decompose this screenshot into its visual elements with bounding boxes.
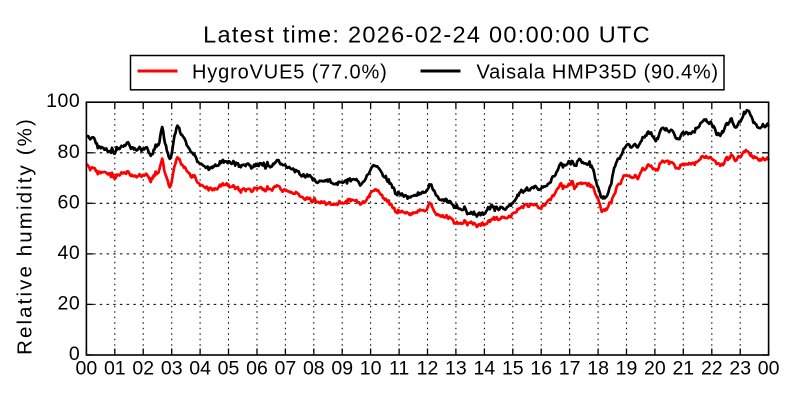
svg-text:60: 60	[57, 191, 80, 213]
svg-text:10: 10	[360, 358, 382, 380]
svg-text:21: 21	[672, 358, 694, 380]
svg-text:12: 12	[417, 358, 439, 380]
svg-text:19: 19	[616, 358, 638, 380]
svg-text:05: 05	[218, 358, 240, 380]
svg-text:40: 40	[57, 242, 80, 264]
svg-text:0: 0	[69, 343, 80, 365]
svg-text:15: 15	[502, 358, 524, 380]
svg-text:00: 00	[76, 358, 98, 380]
svg-text:01: 01	[104, 358, 126, 380]
svg-text:80: 80	[57, 141, 80, 163]
svg-text:Relative humidity (%): Relative humidity (%)	[14, 117, 37, 355]
svg-text:20: 20	[57, 292, 80, 314]
svg-text:100: 100	[46, 90, 80, 112]
svg-text:00: 00	[758, 358, 780, 380]
svg-text:23: 23	[729, 358, 751, 380]
svg-text:18: 18	[587, 358, 609, 380]
svg-text:16: 16	[530, 358, 552, 380]
svg-text:22: 22	[701, 358, 723, 380]
svg-text:20: 20	[644, 358, 666, 380]
svg-text:17: 17	[559, 358, 581, 380]
svg-text:Latest time: 2026-02-24 00:00:: Latest time: 2026-02-24 00:00:00 UTC	[203, 22, 651, 48]
svg-text:14: 14	[474, 358, 496, 380]
svg-text:06: 06	[246, 358, 268, 380]
svg-text:11: 11	[389, 358, 409, 380]
svg-text:04: 04	[189, 358, 211, 380]
svg-text:09: 09	[331, 358, 353, 380]
svg-text:07: 07	[275, 358, 297, 380]
svg-text:08: 08	[303, 358, 325, 380]
svg-text:03: 03	[161, 358, 183, 380]
svg-text:13: 13	[445, 358, 467, 380]
svg-text:02: 02	[132, 358, 154, 380]
svg-text:Vaisala HMP35D (90.4%): Vaisala HMP35D (90.4%)	[477, 62, 719, 84]
svg-text:HygroVUE5 (77.0%): HygroVUE5 (77.0%)	[192, 62, 388, 84]
